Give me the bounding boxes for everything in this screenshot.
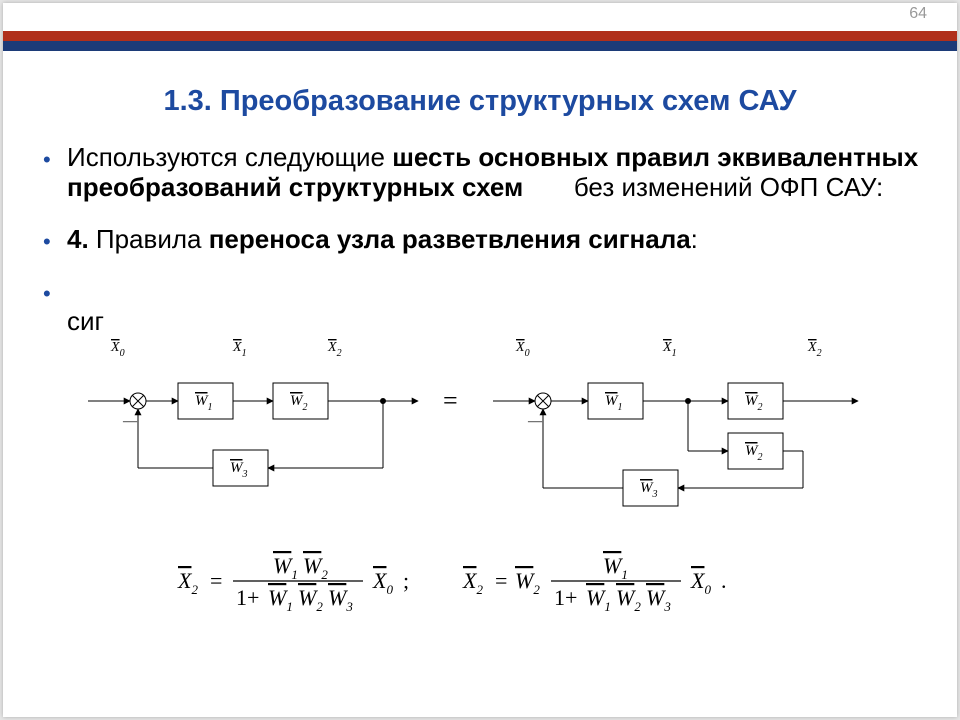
svg-text:=: =	[495, 568, 507, 593]
diagram-right: X0 X1 X2 — W1 W2	[493, 340, 858, 506]
p1-prefix: Используются следующие	[67, 142, 392, 172]
svg-text:X2: X2	[327, 340, 342, 359]
svg-text:W3: W3	[328, 585, 353, 614]
slide: 64 1.3. Преобразование структурных схем …	[3, 3, 957, 717]
svg-text:1+: 1+	[236, 585, 259, 610]
p2-bold: переноса узла разветвления сигнала	[209, 224, 691, 254]
p3: сиг	[67, 306, 104, 336]
color-stripe	[3, 25, 957, 51]
bullet-2: 4. Правила переноса узла разветвления си…	[43, 225, 929, 255]
svg-text:—: —	[527, 414, 543, 429]
svg-text:W3: W3	[646, 585, 671, 614]
svg-text:X0: X0	[372, 568, 393, 597]
p2-tail: :	[691, 224, 698, 254]
equations: X2 = W1 W2 1+ W1 W2 W3 X0 ;	[3, 533, 957, 633]
svg-text:.: .	[721, 568, 727, 593]
svg-text:W1: W1	[586, 585, 611, 614]
svg-text:X1: X1	[662, 340, 677, 359]
diagrams: X0 X1 X2 — W1 W2	[83, 333, 903, 523]
page-title: 1.3. Преобразование структурных схем САУ	[3, 85, 957, 118]
diagram-left: X0 X1 X2 — W1 W2	[88, 340, 418, 486]
svg-text:X0: X0	[690, 568, 711, 597]
svg-text:W2: W2	[303, 553, 328, 582]
p1-suffix: без изменений ОФП САУ:	[523, 172, 883, 202]
bullet-3: сиг	[43, 277, 929, 337]
svg-text:W1: W1	[603, 553, 628, 582]
svg-text:1+: 1+	[554, 585, 577, 610]
body-text: Используются следующие шесть основных пр…	[43, 143, 929, 358]
page-number: 64	[909, 5, 927, 23]
svg-text:W1: W1	[268, 585, 293, 614]
svg-text:W1: W1	[273, 553, 298, 582]
svg-text:X2: X2	[177, 568, 198, 597]
bullet-1: Используются следующие шесть основных пр…	[43, 143, 929, 203]
svg-text:W2: W2	[515, 568, 540, 597]
svg-text:X2: X2	[807, 340, 822, 359]
p2-num: 4.	[67, 224, 89, 254]
svg-text:X1: X1	[232, 340, 247, 359]
svg-text:W2: W2	[616, 585, 641, 614]
svg-text:W2: W2	[298, 585, 323, 614]
equals-sign: =	[443, 386, 458, 415]
svg-text:X0: X0	[110, 340, 125, 359]
svg-text:X0: X0	[515, 340, 530, 359]
svg-text:X2: X2	[462, 568, 483, 597]
svg-text:—: —	[122, 414, 138, 429]
p2-lead: Правила	[89, 224, 209, 254]
svg-text:;: ;	[403, 568, 409, 593]
svg-text:=: =	[210, 568, 222, 593]
